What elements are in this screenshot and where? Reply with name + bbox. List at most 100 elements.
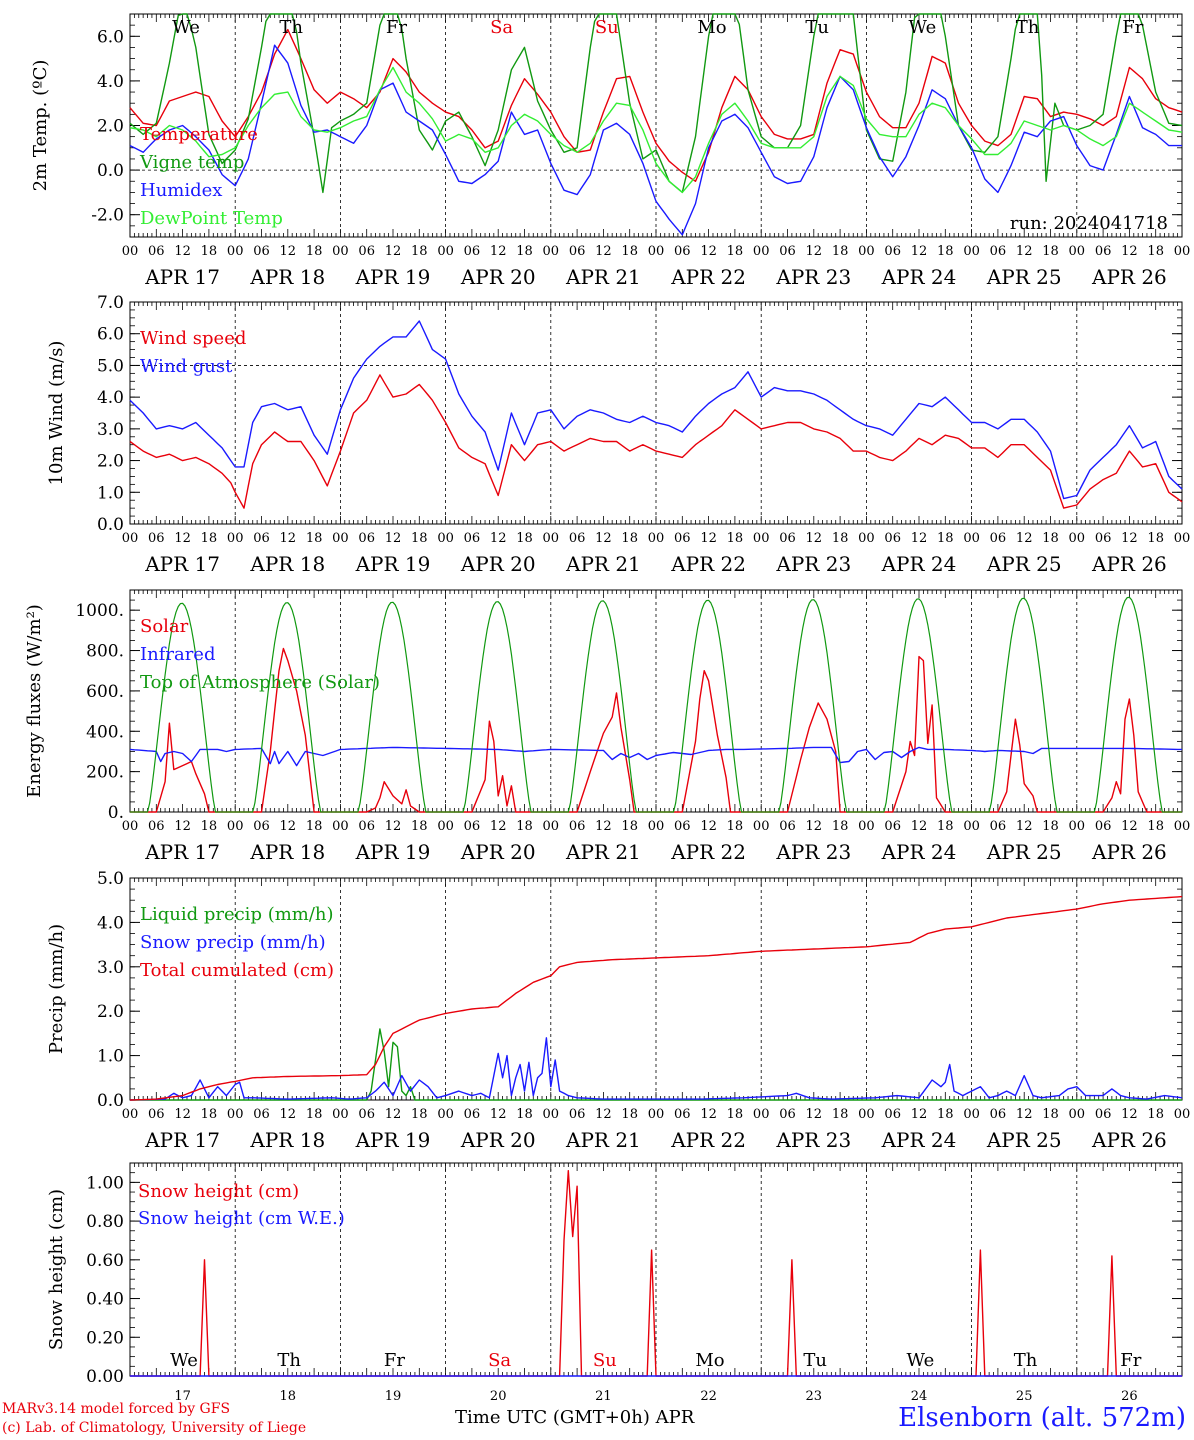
day-tag: We (172, 17, 200, 38)
hour-tick-label: 12 (700, 244, 717, 259)
hour-tick-label: 18 (306, 819, 323, 834)
hour-tick-label: 06 (674, 244, 691, 259)
y-tick-label: 4.0 (97, 913, 124, 933)
hour-tick-label: 12 (1016, 819, 1033, 834)
hour-tick-label: 00 (1174, 531, 1191, 546)
date-label: APR 21 (565, 552, 641, 576)
day-tag: We (170, 1350, 198, 1371)
day-tag: Th (277, 1350, 301, 1371)
hour-tick-label: 12 (1121, 819, 1138, 834)
hour-tick-label: 00 (437, 819, 454, 834)
series-line-wind-gust (129, 320, 1183, 500)
hour-tick-label: 18 (1147, 531, 1164, 546)
hour-tick-label: 12 (174, 244, 191, 259)
wind-panel: 0.0 1.0 2.0 3.0 4.0 5.0 6.0 7.0 10m Wind (m/s) Wi… (46, 293, 1190, 576)
y-tick-label: 5.0 (97, 356, 124, 376)
hour-tick-label: 00 (1174, 1107, 1191, 1122)
day-tag: Tu (803, 1350, 827, 1371)
date-label: APR 24 (881, 552, 957, 576)
hour-tick-label: 06 (148, 531, 165, 546)
y-tick-label: 6.0 (97, 27, 124, 47)
hour-tick-label: 18 (411, 531, 428, 546)
hour-tick-label: 12 (806, 819, 823, 834)
date-label: APR 17 (144, 265, 220, 289)
day-number-label: 20 (490, 1389, 507, 1404)
hour-tick-label: 00 (753, 531, 770, 546)
snow-panel: 0.00 0.20 0.40 0.60 0.80 1.00 Snow height (cm)… (46, 1162, 1183, 1404)
hour-tick-label: 00 (122, 819, 139, 834)
hour-tick-label: 00 (753, 244, 770, 259)
hour-tick-label: 12 (490, 1107, 507, 1122)
day-tag: We (909, 17, 937, 38)
day-tag: We (907, 1350, 935, 1371)
y-axis-label: Snow height (cm) (46, 1189, 67, 1350)
day-tag: Fr (1122, 17, 1143, 38)
y-tick-label: 0.40 (86, 1290, 124, 1310)
date-label: APR 24 (881, 265, 957, 289)
date-label: APR 22 (670, 1128, 746, 1152)
hour-tick-label: 12 (911, 244, 928, 259)
hour-tick-label: 12 (806, 531, 823, 546)
day-tag: Tu (805, 17, 829, 38)
hour-tick-label: 12 (1121, 531, 1138, 546)
hour-tick-label: 06 (358, 819, 375, 834)
hour-tick-label: 18 (832, 1107, 849, 1122)
hour-tick-label: 18 (1042, 531, 1059, 546)
date-label: APR 26 (1091, 265, 1167, 289)
hour-tick-label: 18 (516, 244, 533, 259)
hour-tick-label: 00 (227, 244, 244, 259)
hour-tick-label: 12 (280, 531, 297, 546)
date-label: APR 22 (670, 840, 746, 864)
hour-tick-label: 12 (1121, 244, 1138, 259)
hour-tick-label: 06 (990, 819, 1007, 834)
series-line-total-cumulated-cm- (129, 895, 1183, 1101)
hour-tick-label: 12 (700, 819, 717, 834)
hour-tick-label: 12 (1016, 1107, 1033, 1122)
hour-tick-label: 00 (543, 819, 560, 834)
y-tick-label: 3.0 (97, 958, 124, 978)
hour-tick-label: 06 (148, 244, 165, 259)
hour-tick-label: 18 (832, 244, 849, 259)
day-tag: Th (1016, 17, 1040, 38)
legend-entry: Humidex (140, 180, 222, 201)
hour-tick-label: 06 (779, 244, 796, 259)
hour-tick-label: 06 (464, 1107, 481, 1122)
hour-tick-label: 06 (569, 531, 586, 546)
date-label: APR 20 (460, 552, 536, 576)
hour-tick-label: 18 (727, 1107, 744, 1122)
hour-tick-label: 06 (1095, 531, 1112, 546)
date-label: APR 19 (355, 265, 431, 289)
hour-tick-label: 00 (332, 1107, 349, 1122)
hour-tick-label: 00 (858, 244, 875, 259)
hour-tick-label: 00 (1174, 244, 1191, 259)
hour-tick-label: 12 (911, 1107, 928, 1122)
hour-tick-label: 06 (253, 531, 270, 546)
y-tick-label: 6.0 (97, 325, 124, 345)
y-tick-label: 0.00 (86, 1367, 124, 1387)
hour-tick-label: 06 (464, 531, 481, 546)
station-name: Elsenborn (alt. 572m) (898, 1403, 1186, 1433)
date-label: APR 20 (460, 840, 536, 864)
y-tick-label: 4.0 (97, 72, 124, 92)
y-tick-label: 2.0 (97, 452, 124, 472)
date-label: APR 22 (670, 265, 746, 289)
hour-tick-label: 12 (490, 531, 507, 546)
hour-tick-label: 12 (385, 244, 402, 259)
hour-tick-label: 06 (253, 1107, 270, 1122)
hour-tick-label: 06 (884, 531, 901, 546)
hour-tick-label: 06 (779, 531, 796, 546)
hour-tick-label: 18 (1042, 819, 1059, 834)
day-tag: Mo (695, 1350, 724, 1371)
y-tick-label: 0.80 (86, 1212, 124, 1232)
hour-tick-label: 12 (385, 819, 402, 834)
hour-tick-label: 12 (911, 531, 928, 546)
hour-tick-label: 18 (1147, 1107, 1164, 1122)
hour-tick-label: 18 (727, 244, 744, 259)
hour-tick-label: 12 (280, 244, 297, 259)
y-tick-label: 4.0 (97, 388, 124, 408)
hour-tick-label: 00 (963, 531, 980, 546)
hour-tick-label: 12 (385, 531, 402, 546)
date-label: APR 18 (249, 1128, 325, 1152)
date-label: APR 25 (986, 840, 1062, 864)
series-line-temperature (129, 28, 1183, 183)
